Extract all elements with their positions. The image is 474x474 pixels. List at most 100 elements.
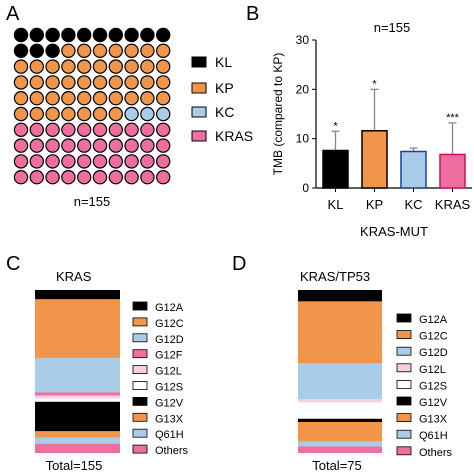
waffle-cell-kl <box>61 27 76 43</box>
waffle-cell-kp <box>61 106 76 122</box>
segment-q61h <box>35 437 120 444</box>
waffle-cell-kp <box>45 106 60 122</box>
segment-g13x <box>35 431 120 438</box>
waffle-cell-kras <box>13 122 29 138</box>
waffle-cell-kp <box>155 43 171 59</box>
waffle-cell-kl <box>29 43 44 59</box>
legend-label-g12f: G12F <box>155 350 183 362</box>
segment-g12f <box>35 392 120 396</box>
segment-g12c <box>35 299 120 359</box>
waffle-cell-kl <box>140 27 155 43</box>
tmb-bar-chart: n=155 0 10 20 30 TMB (compared to KP) * KL * KP KC… <box>271 20 472 239</box>
panel-letter-c: C <box>6 253 20 275</box>
waffle-cell-kras <box>108 169 124 185</box>
legend-swatch-g12f <box>132 349 148 359</box>
waffle-cell-kc <box>140 106 155 122</box>
waffle-cell-kp <box>29 106 44 122</box>
waffle-caption: n=155 <box>74 194 111 209</box>
legend-swatch-g12d <box>396 346 412 356</box>
significance-kp: * <box>372 78 377 90</box>
waffle-cell-kras <box>76 154 92 169</box>
waffle-cell-kl <box>108 27 124 43</box>
segment-g12c <box>298 301 382 364</box>
legend-label-others: Others <box>155 445 189 457</box>
legend-label-g12l: G12L <box>419 364 446 376</box>
waffle-cell-kp <box>124 59 139 74</box>
waffle-cell-kras <box>13 154 29 169</box>
waffle-cell-kras <box>108 138 124 153</box>
waffle-cell-kras <box>45 138 60 153</box>
legend-label-q61h: Q61H <box>419 430 448 442</box>
segment-q61h <box>298 441 382 447</box>
waffle-cell-kp <box>155 59 171 74</box>
waffle-cell-kras <box>108 122 124 138</box>
waffle-cell-kc <box>155 106 171 122</box>
waffle-cell-kras <box>76 169 92 185</box>
legend-swatch-g12a <box>396 313 412 323</box>
kras-stacked-bar: G12A G12C G12D G12F G12L G12S G12V G13X Q61H Othe… <box>35 290 189 457</box>
legend-swatch-q61h <box>132 428 148 438</box>
segment-g12v <box>298 418 382 423</box>
legend-swatch-g13x <box>396 413 412 423</box>
legend-label-g12a: G12A <box>155 302 184 314</box>
waffle-cell-kras <box>13 138 29 153</box>
panel-d-total: Total=75 <box>312 458 362 473</box>
significance-kl: * <box>333 120 338 132</box>
waffle-cell-kp <box>92 43 108 59</box>
legend-swatch-g12s <box>132 381 148 390</box>
x-axis-label: KRAS-MUT <box>360 224 428 239</box>
y-tick-label: 10 <box>296 132 310 146</box>
segment-others <box>298 446 382 453</box>
legend-label-g12d: G12D <box>419 347 448 359</box>
y-axis-label: TMB (compared to KP) <box>271 53 285 176</box>
bar-kl <box>322 149 349 189</box>
waffle-cell-kras <box>124 122 139 138</box>
legend-label-kl: KL <box>215 54 232 70</box>
waffle-cell-kl <box>45 43 60 59</box>
waffle-cell-kp <box>92 75 108 90</box>
waffle-cell-kp <box>61 90 76 106</box>
waffle-cell-kp <box>108 59 124 74</box>
waffle-cell-kras <box>155 138 171 153</box>
segment-g13x <box>298 422 382 442</box>
waffle-cell-kp <box>140 90 155 106</box>
waffle-cell-kras <box>155 122 171 138</box>
legend-label-kras: KRAS <box>215 128 253 144</box>
bar-kp <box>361 130 388 189</box>
waffle-cell-kras <box>155 169 171 185</box>
legend-label-others: Others <box>419 447 453 459</box>
waffle-cell-kp <box>124 75 139 90</box>
legend-swatch-g12s <box>396 379 412 389</box>
waffle-cell-kp <box>108 75 124 90</box>
waffle-cell-kp <box>140 59 155 74</box>
waffle-cell-kl <box>13 43 29 59</box>
waffle-cell-kras <box>124 138 139 153</box>
legend-swatch-g12l <box>132 365 148 375</box>
waffle-cell-kp <box>61 43 76 59</box>
waffle-cell-kp <box>29 90 44 106</box>
waffle-cell-kp <box>140 75 155 90</box>
waffle-cell-kp <box>13 75 29 90</box>
x-tick-label-kp: KP <box>366 197 383 212</box>
legend-label-g12s: G12S <box>419 380 447 392</box>
panel-c-total: Total=155 <box>46 458 103 473</box>
waffle-cell-kras <box>108 154 124 169</box>
waffle-cell-kp <box>13 59 29 74</box>
waffle-cell-kras <box>92 169 108 185</box>
waffle-cell-kras <box>124 169 139 185</box>
panel-letter-d: D <box>232 253 246 275</box>
panel-d-title: KRAS/TP53 <box>300 269 370 284</box>
x-tick-label-kras: KRAS <box>435 197 471 212</box>
waffle-cell-kras <box>76 138 92 153</box>
waffle-cell-kp <box>45 59 60 74</box>
panel-letter-b: B <box>246 3 259 25</box>
waffle-cell-kras <box>29 169 44 185</box>
waffle-cell-kras <box>61 138 76 153</box>
significance-kras: *** <box>446 112 460 124</box>
waffle-cell-kras <box>29 154 44 169</box>
legend-swatch-g12v <box>396 396 412 406</box>
waffle-cell-kc <box>124 106 139 122</box>
waffle-cell-kp <box>45 75 60 90</box>
waffle-cell-kras <box>45 122 60 138</box>
legend-label-g12c: G12C <box>419 331 448 343</box>
